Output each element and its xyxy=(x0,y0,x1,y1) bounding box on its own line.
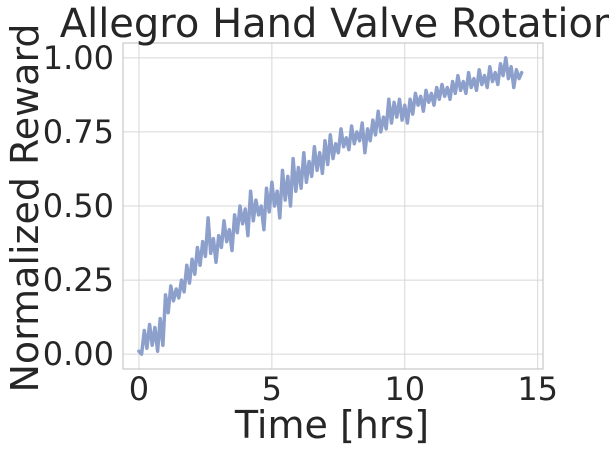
plot-frame xyxy=(122,42,544,370)
y-tick-label: 0.50 xyxy=(43,187,114,225)
x-tick-label: 5 xyxy=(262,370,282,408)
y-tick-label: 0.75 xyxy=(43,113,114,151)
series-line xyxy=(137,56,524,356)
x-axis-ticks: 0 5 10 15 xyxy=(129,370,558,408)
x-tick-label: 15 xyxy=(517,370,558,408)
grid xyxy=(123,43,543,369)
y-axis-label: Normalized Reward xyxy=(3,23,47,392)
y-tick-label: 0.25 xyxy=(43,261,114,299)
chart-title: Allegro Hand Valve Rotation xyxy=(60,1,609,47)
x-axis-label: Time [hrs] xyxy=(234,403,429,447)
x-tick-label: 0 xyxy=(129,370,149,408)
y-tick-label: 0.00 xyxy=(43,335,114,373)
y-axis-ticks: 0.00 0.25 0.50 0.75 1.00 xyxy=(43,39,114,373)
x-tick-label: 10 xyxy=(384,370,425,408)
y-tick-label: 1.00 xyxy=(43,39,114,77)
